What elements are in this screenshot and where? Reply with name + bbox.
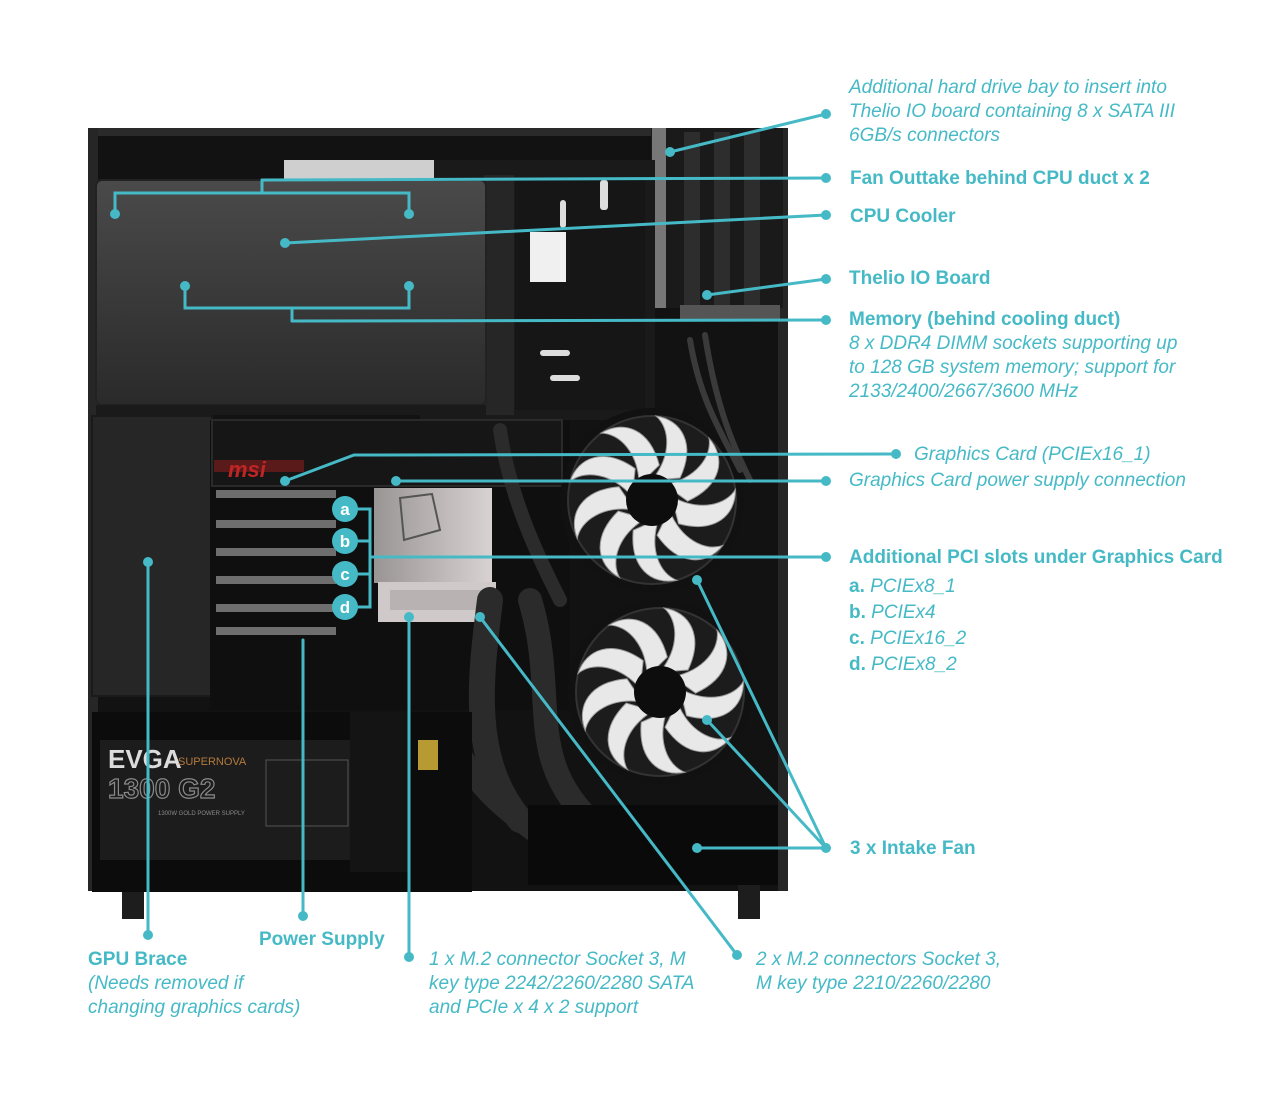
label-memory: Memory (behind cooling duct) 8 x DDR4 DI… [849, 309, 1178, 402]
gpu-brand: msi [228, 457, 267, 482]
label-fan-outtake: Fan Outtake behind CPU duct x 2 [850, 168, 1150, 189]
badge-d: d [332, 594, 358, 620]
motherboard [284, 160, 655, 420]
pci-slot-item: a. PCIEx8_1 [849, 576, 956, 597]
label-gpu-power: Graphics Card power supply connection [849, 470, 1186, 491]
pci-slot-item: b. PCIEx4 [849, 602, 936, 623]
label-pci-slots: Additional PCI slots under Graphics Card… [849, 547, 1223, 675]
pci-slot-item: c. PCIEx16_2 [849, 628, 967, 649]
label-hdd-bay: Additional hard drive bay to insert into… [849, 77, 1175, 146]
pci-slot-item: d. PCIEx8_2 [849, 654, 957, 675]
cpu-duct [95, 179, 487, 415]
chipset-heatsink [374, 488, 496, 622]
label-m2-double: 2 x M.2 connectors Socket 3, M key type … [756, 949, 1002, 994]
label-cpu-cooler: CPU Cooler [850, 206, 956, 227]
svg-text:b: b [340, 532, 350, 551]
label-thelio-io-board: Thelio IO Board [849, 268, 991, 289]
pci-slot-badges: a b c d [332, 496, 358, 620]
gpu-brace-panel [91, 415, 213, 697]
svg-text:c: c [340, 565, 349, 584]
svg-text:d: d [340, 598, 350, 617]
badge-c: c [332, 561, 358, 587]
badge-b: b [332, 528, 358, 554]
label-power-supply: Power Supply [259, 929, 385, 950]
badge-a: a [332, 496, 358, 522]
label-m2-single: 1 x M.2 connector Socket 3, M key type 2… [429, 949, 695, 1018]
psu-subtitle: 1300W GOLD POWER SUPPLY [158, 811, 245, 817]
intake-fan-lower [567, 599, 753, 785]
label-intake-fan: 3 x Intake Fan [850, 838, 976, 859]
psu-series: SUPERNOVA [178, 756, 247, 768]
psu-model: 1300 G2 [108, 773, 215, 804]
label-gpu-brace: GPU Brace (Needs removed if changing gra… [88, 949, 301, 1018]
intake-fan-upper [559, 407, 745, 593]
callout-lines [113, 112, 898, 959]
label-graphics-card: Graphics Card (PCIEx16_1) [914, 444, 1151, 465]
psu-brand: EVGA [108, 744, 182, 774]
svg-text:a: a [340, 500, 350, 519]
callout-dots [110, 109, 901, 962]
